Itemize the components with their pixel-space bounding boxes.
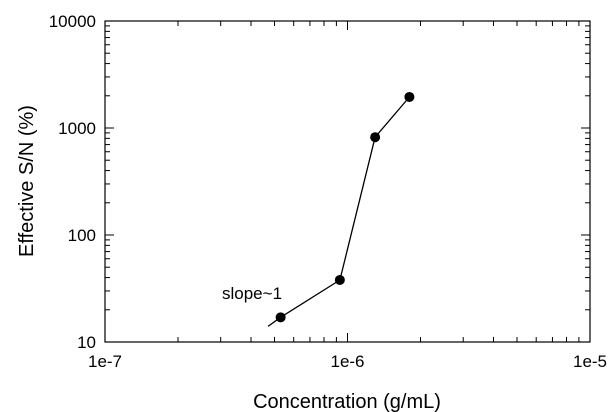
data-point (275, 312, 286, 323)
tick-labels: 1e-7 1e-6 1e-5 10 100 1000 10000 (49, 12, 607, 371)
x-tick-label: 1e-7 (88, 352, 122, 371)
y-tick-label: 1000 (58, 119, 96, 138)
x-tick-label: 1e-5 (573, 352, 607, 371)
axis-ticks (104, 20, 591, 343)
x-tick-label: 1e-6 (330, 352, 364, 371)
y-tick-label: 10 (77, 333, 96, 352)
series-line (280, 96, 410, 318)
slope-annotation: slope~1 (222, 284, 282, 303)
data-point (404, 91, 415, 102)
x-axis-title: Concentration (g/mL) (253, 391, 441, 412)
plot-frame (104, 20, 591, 343)
data-points (275, 91, 415, 323)
data-point (370, 132, 381, 143)
y-axis-title: Effective S/N (%) (16, 105, 38, 257)
y-tick-label: 100 (68, 226, 96, 245)
data-point (334, 274, 345, 285)
y-tick-label: 10000 (49, 12, 96, 31)
